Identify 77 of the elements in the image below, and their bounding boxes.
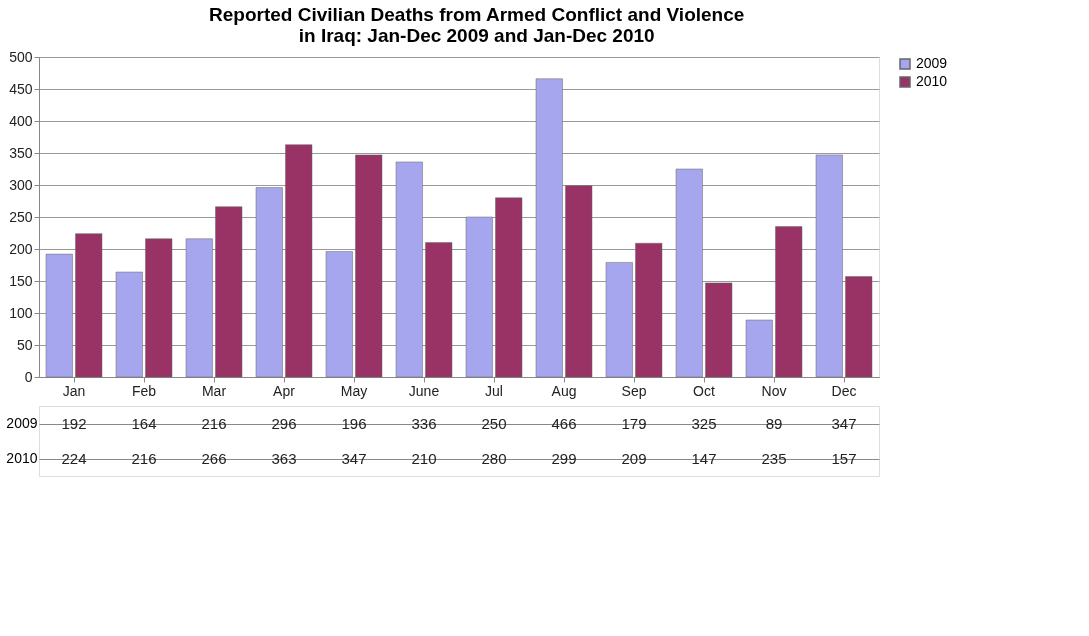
x-tick-label: June xyxy=(408,382,440,399)
bar xyxy=(565,185,593,378)
data-label: 196 xyxy=(341,414,367,432)
bar xyxy=(745,319,773,378)
data-label: 235 xyxy=(761,449,787,467)
data-label: 216 xyxy=(131,449,157,467)
data-label: 164 xyxy=(131,414,157,432)
data-label: 347 xyxy=(831,414,857,432)
x-tick-label: May xyxy=(340,382,368,399)
x-tick-label: Dec xyxy=(831,382,857,399)
data-label: 89 xyxy=(765,414,783,432)
data-label: 179 xyxy=(621,414,647,432)
bar xyxy=(215,206,243,378)
data-label: 280 xyxy=(481,449,507,467)
bar xyxy=(605,262,633,378)
bar xyxy=(185,238,213,378)
data-label: 224 xyxy=(61,449,87,467)
bar xyxy=(45,253,73,378)
bar xyxy=(635,242,663,378)
text: 2010 xyxy=(6,450,38,466)
y-tick-label: 50 xyxy=(16,336,33,353)
bar xyxy=(145,238,173,378)
x-tick-label: Apr xyxy=(273,382,296,399)
y-tick-label: 0 xyxy=(24,368,33,385)
y-tick-label: 100 xyxy=(9,304,33,321)
data-label: 363 xyxy=(271,449,297,467)
bar xyxy=(815,154,843,378)
bar xyxy=(775,226,803,378)
y-tick-label: 450 xyxy=(9,80,33,97)
data-label: 157 xyxy=(831,449,857,467)
data-label: 466 xyxy=(551,414,577,432)
bar xyxy=(355,154,383,378)
bar xyxy=(285,144,313,378)
bar xyxy=(75,233,103,378)
data-label: 296 xyxy=(271,414,297,432)
data-label: 266 xyxy=(201,449,227,467)
bar xyxy=(425,242,453,378)
legend-label: 2010 xyxy=(916,73,948,89)
data-label: 250 xyxy=(481,414,507,432)
legend-label: 2009 xyxy=(916,55,948,71)
text: 2009 xyxy=(6,415,38,431)
y-tick-label: 200 xyxy=(9,240,33,257)
x-tick-label: Jul xyxy=(485,382,503,399)
text: in Iraq: Jan-Dec 2009 and Jan-Dec 2010 xyxy=(298,24,655,46)
x-tick-label: Oct xyxy=(693,382,715,399)
data-label: 192 xyxy=(61,414,87,432)
bar xyxy=(465,216,493,378)
data-label: 325 xyxy=(691,414,717,432)
text: Reported Civilian Deaths from Armed Conflict and Violence xyxy=(209,3,745,25)
data-label: 209 xyxy=(621,449,647,467)
data-label: 299 xyxy=(551,449,577,467)
bar xyxy=(325,251,353,378)
data-label: 336 xyxy=(411,414,437,432)
bar xyxy=(255,187,283,378)
bar xyxy=(845,276,873,378)
y-tick-label: 300 xyxy=(9,176,33,193)
y-tick-label: 150 xyxy=(9,272,33,289)
bar xyxy=(115,271,143,378)
bar xyxy=(495,197,523,378)
bar xyxy=(675,168,703,378)
x-tick-label: Nov xyxy=(761,382,787,399)
x-tick-label: Mar xyxy=(201,382,227,399)
data-label: 216 xyxy=(201,414,227,432)
y-tick-label: 400 xyxy=(9,112,33,129)
x-tick-label: Feb xyxy=(131,382,157,399)
data-label: 147 xyxy=(691,449,717,467)
y-tick-label: 250 xyxy=(9,208,33,225)
y-tick-label: 350 xyxy=(9,144,33,161)
data-label: 210 xyxy=(411,449,437,467)
x-tick-label: Jan xyxy=(62,382,86,399)
x-tick-label: Sep xyxy=(621,382,647,399)
data-label: 347 xyxy=(341,449,367,467)
bar xyxy=(395,161,423,378)
y-tick-label: 500 xyxy=(9,48,33,65)
x-tick-label: Aug xyxy=(551,382,577,399)
bar xyxy=(535,78,563,378)
bar xyxy=(705,282,733,378)
